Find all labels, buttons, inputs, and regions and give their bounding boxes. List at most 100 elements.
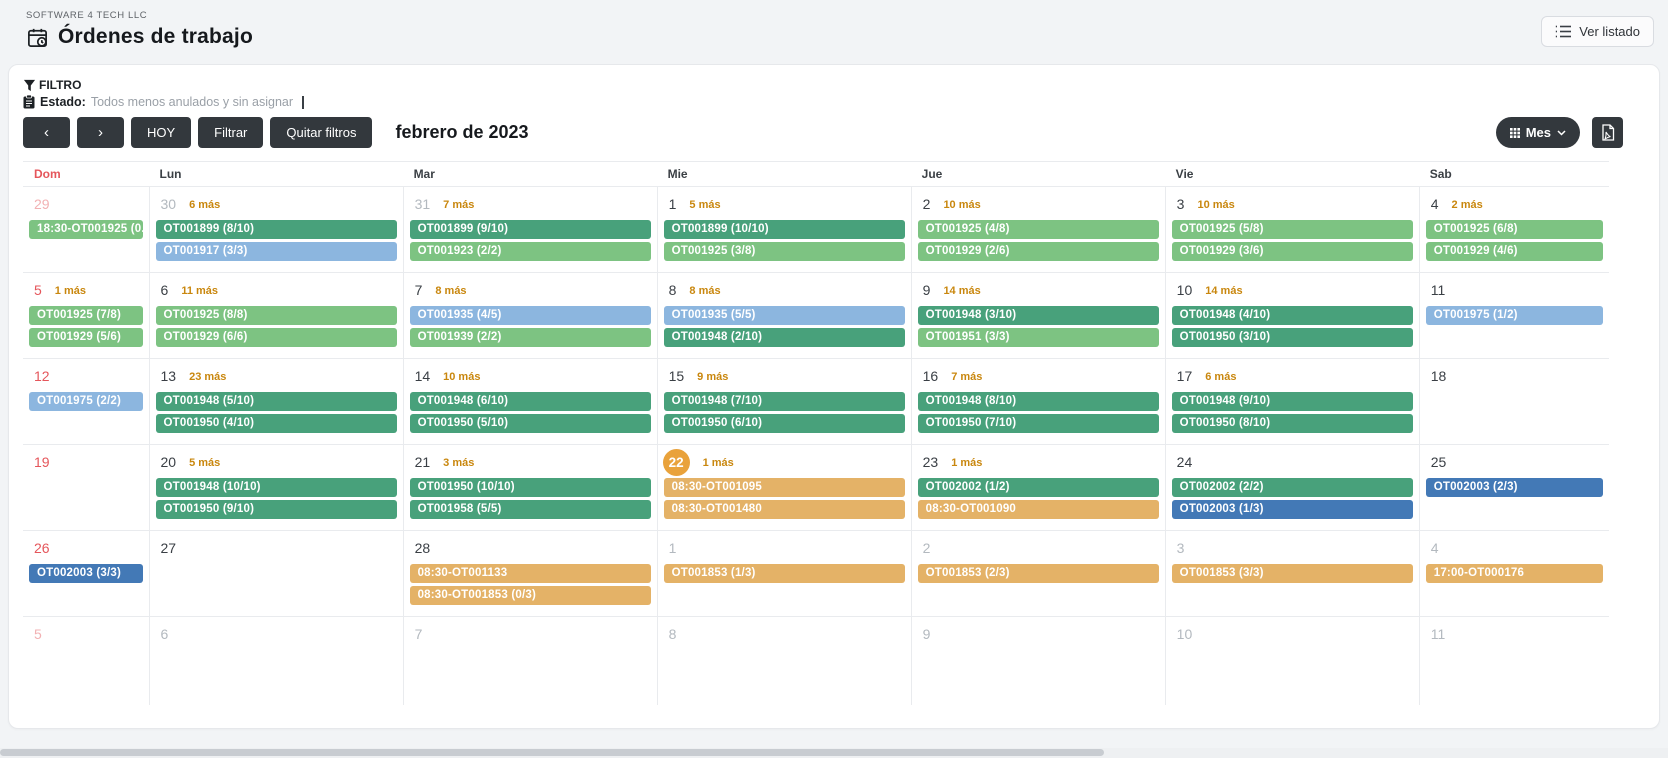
event-chip[interactable]: OT001948 (5/10) xyxy=(155,392,397,411)
day-cell[interactable]: 2 OT001853 (2/3) xyxy=(910,531,1165,616)
day-cell[interactable]: 5 1 más OT001925 (7/8) OT001929 (5/6) xyxy=(23,273,149,358)
more-link[interactable]: 5 más xyxy=(689,198,721,211)
day-cell[interactable]: 2 10 más OT001925 (4/8) OT001929 (2/6) xyxy=(910,187,1165,272)
event-chip[interactable]: OT001899 (8/10) xyxy=(155,220,397,239)
day-cell[interactable]: 12 OT001975 (2/2) xyxy=(23,359,149,444)
event-chip[interactable]: OT001925 (8/8) xyxy=(155,306,397,325)
event-chip[interactable]: OT001975 (1/2) xyxy=(1425,306,1603,325)
event-chip[interactable]: OT001929 (2/6) xyxy=(917,242,1159,261)
next-month-button[interactable]: › xyxy=(77,117,124,148)
more-link[interactable]: 11 más xyxy=(181,284,219,297)
more-link[interactable]: 7 más xyxy=(443,198,475,211)
event-chip[interactable]: OT001923 (2/2) xyxy=(409,242,651,261)
more-link[interactable]: 14 más xyxy=(1205,284,1243,297)
more-link[interactable]: 1 más xyxy=(951,456,983,469)
more-link[interactable]: 5 más xyxy=(189,456,221,469)
day-cell[interactable]: 6 11 más OT001925 (8/8) OT001929 (6/6) xyxy=(148,273,403,358)
day-cell[interactable]: 18 xyxy=(1418,359,1609,444)
more-link[interactable]: 6 más xyxy=(1205,370,1237,383)
more-link[interactable]: 10 más xyxy=(1197,198,1235,211)
more-link[interactable]: 10 más xyxy=(443,370,481,383)
event-chip[interactable]: OT001948 (8/10) xyxy=(917,392,1159,411)
day-cell[interactable]: 30 6 más OT001899 (8/10) OT001917 (3/3) xyxy=(148,187,403,272)
day-cell[interactable]: 4 17:00-OT000176 xyxy=(1418,531,1609,616)
event-chip[interactable]: OT001935 (5/5) xyxy=(663,306,905,325)
event-chip[interactable]: 08:30-OT001133 xyxy=(409,564,651,583)
more-link[interactable]: 14 más xyxy=(943,284,981,297)
event-chip[interactable]: OT002002 (1/2) xyxy=(917,478,1159,497)
event-chip[interactable]: OT001950 (6/10) xyxy=(663,414,905,433)
day-cell[interactable]: 25 OT002003 (2/3) xyxy=(1418,445,1609,530)
day-cell[interactable]: 22 1 más 08:30-OT001095 08:30-OT001480 xyxy=(656,445,911,530)
more-link[interactable]: 9 más xyxy=(697,370,729,383)
day-cell[interactable]: 8 8 más OT001935 (5/5) OT001948 (2/10) xyxy=(656,273,911,358)
event-chip[interactable]: 08:30-OT001095 xyxy=(663,478,905,497)
event-chip[interactable]: OT002002 (2/2) xyxy=(1171,478,1413,497)
event-chip[interactable]: 17:00-OT000176 xyxy=(1425,564,1603,583)
event-chip[interactable]: OT001950 (8/10) xyxy=(1171,414,1413,433)
event-chip[interactable]: OT001948 (2/10) xyxy=(663,328,905,347)
day-cell[interactable]: 29 18:30-OT001925 (0... xyxy=(23,187,149,272)
estado-value[interactable]: Todos menos anulados y sin asignar xyxy=(90,95,294,109)
event-chip[interactable]: OT001929 (6/6) xyxy=(155,328,397,347)
more-link[interactable]: 8 más xyxy=(435,284,467,297)
event-chip[interactable]: OT001948 (7/10) xyxy=(663,392,905,411)
day-cell[interactable]: 10 14 más OT001948 (4/10) OT001950 (3/10) xyxy=(1164,273,1419,358)
event-chip[interactable]: OT001925 (5/8) xyxy=(1171,220,1413,239)
day-cell[interactable]: 26 OT002003 (3/3) xyxy=(23,531,149,616)
day-cell[interactable]: 21 3 más OT001950 (10/10) OT001958 (5/5) xyxy=(402,445,657,530)
event-chip[interactable]: OT001948 (4/10) xyxy=(1171,306,1413,325)
day-cell[interactable]: 3 OT001853 (3/3) xyxy=(1164,531,1419,616)
day-cell[interactable]: 3 10 más OT001925 (5/8) OT001929 (3/6) xyxy=(1164,187,1419,272)
event-chip[interactable]: 08:30-OT001090 xyxy=(917,500,1159,519)
more-link[interactable]: 23 más xyxy=(189,370,227,383)
event-chip[interactable]: OT001958 (5/5) xyxy=(409,500,651,519)
event-chip[interactable]: OT001950 (5/10) xyxy=(409,414,651,433)
event-chip[interactable]: OT001925 (6/8) xyxy=(1425,220,1603,239)
event-chip[interactable]: OT001951 (3/3) xyxy=(917,328,1159,347)
event-chip[interactable]: OT001950 (7/10) xyxy=(917,414,1159,433)
horizontal-scrollbar-thumb[interactable] xyxy=(0,749,1104,756)
day-cell[interactable]: 16 7 más OT001948 (8/10) OT001950 (7/10) xyxy=(910,359,1165,444)
day-cell[interactable]: 8 xyxy=(656,617,911,705)
day-cell[interactable]: 28 08:30-OT001133 08:30-OT001853 (0/3) xyxy=(402,531,657,616)
event-chip[interactable]: OT001899 (9/10) xyxy=(409,220,651,239)
event-chip[interactable]: OT001935 (4/5) xyxy=(409,306,651,325)
day-cell[interactable]: 15 9 más OT001948 (7/10) OT001950 (6/10) xyxy=(656,359,911,444)
event-chip[interactable]: 18:30-OT001925 (0... xyxy=(29,220,143,239)
event-chip[interactable]: OT001929 (4/6) xyxy=(1425,242,1603,261)
more-link[interactable]: 2 más xyxy=(1451,198,1483,211)
view-mode-dropdown[interactable]: Mes xyxy=(1495,117,1580,148)
more-link[interactable]: 10 más xyxy=(943,198,981,211)
export-pdf-button[interactable] xyxy=(1592,117,1623,148)
day-cell[interactable]: 31 7 más OT001899 (9/10) OT001923 (2/2) xyxy=(402,187,657,272)
day-cell[interactable]: 20 5 más OT001948 (10/10) OT001950 (9/10) xyxy=(148,445,403,530)
clear-filters-button[interactable]: Quitar filtros xyxy=(270,117,373,148)
today-button[interactable]: HOY xyxy=(131,117,192,148)
more-link[interactable]: 1 más xyxy=(702,456,734,469)
day-cell[interactable]: 7 xyxy=(402,617,657,705)
day-cell[interactable]: 19 xyxy=(23,445,149,530)
day-cell[interactable]: 10 xyxy=(1164,617,1419,705)
event-chip[interactable]: OT001899 (10/10) xyxy=(663,220,905,239)
event-chip[interactable]: OT001925 (4/8) xyxy=(917,220,1159,239)
event-chip[interactable]: OT001853 (3/3) xyxy=(1171,564,1413,583)
day-cell[interactable]: 1 5 más OT001899 (10/10) OT001925 (3/8) xyxy=(656,187,911,272)
view-list-button[interactable]: Ver listado xyxy=(1541,16,1654,47)
day-cell[interactable]: 14 10 más OT001948 (6/10) OT001950 (5/10) xyxy=(402,359,657,444)
event-chip[interactable]: OT001925 (3/8) xyxy=(663,242,905,261)
event-chip[interactable]: OT001939 (2/2) xyxy=(409,328,651,347)
event-chip[interactable]: OT001948 (10/10) xyxy=(155,478,397,497)
event-chip[interactable]: OT001948 (9/10) xyxy=(1171,392,1413,411)
event-chip[interactable]: 08:30-OT001853 (0/3) xyxy=(409,586,651,605)
event-chip[interactable]: OT001950 (10/10) xyxy=(409,478,651,497)
day-cell[interactable]: 11 OT001975 (1/2) xyxy=(1418,273,1609,358)
event-chip[interactable]: OT001929 (5/6) xyxy=(29,328,143,347)
day-cell[interactable]: 5 xyxy=(23,617,149,705)
more-link[interactable]: 7 más xyxy=(951,370,983,383)
event-chip[interactable]: OT001917 (3/3) xyxy=(155,242,397,261)
event-chip[interactable]: OT001975 (2/2) xyxy=(29,392,143,411)
horizontal-scrollbar[interactable] xyxy=(0,748,1668,758)
prev-month-button[interactable]: ‹ xyxy=(23,117,70,148)
day-cell[interactable]: 7 8 más OT001935 (4/5) OT001939 (2/2) xyxy=(402,273,657,358)
